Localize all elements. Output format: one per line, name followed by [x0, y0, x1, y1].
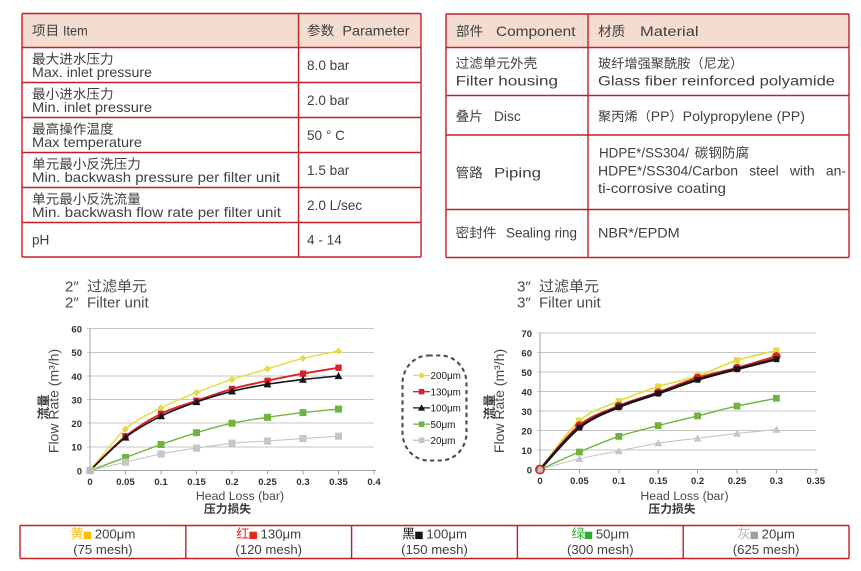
svg-text:pH: pH	[32, 233, 49, 248]
svg-text:0: 0	[77, 466, 82, 477]
svg-text:40: 40	[521, 387, 532, 398]
svg-text:10: 10	[521, 446, 532, 457]
svg-text:200μm: 200μm	[91, 526, 135, 541]
svg-text:200μm: 200μm	[431, 371, 461, 382]
svg-text:50μm: 50μm	[592, 526, 629, 541]
svg-text:50: 50	[521, 368, 532, 379]
svg-text:60: 60	[521, 348, 532, 359]
svg-text:Flow Rate (m³/h): Flow Rate (m³/h)	[46, 349, 62, 453]
svg-text:0.05: 0.05	[116, 477, 135, 488]
svg-text:0.25: 0.25	[728, 476, 747, 487]
svg-text:Item: Item	[63, 23, 88, 38]
svg-text:Piping: Piping	[494, 165, 541, 181]
svg-text:ti-corrosive coating: ti-corrosive coating	[598, 180, 726, 196]
svg-text:2.0 L/sec: 2.0 L/sec	[307, 198, 362, 213]
svg-text:0: 0	[537, 476, 542, 487]
svg-text:(150 mesh): (150 mesh)	[401, 542, 468, 557]
svg-text:0.25: 0.25	[258, 477, 277, 488]
svg-text:20μm: 20μm	[758, 526, 795, 541]
svg-text:0.05: 0.05	[570, 476, 589, 487]
svg-text:0.1: 0.1	[612, 476, 626, 487]
svg-text:0.4: 0.4	[367, 477, 381, 488]
svg-text:PP: PP	[651, 108, 670, 124]
svg-text:0.3: 0.3	[296, 477, 309, 488]
svg-text:Max. inlet pressure: Max. inlet pressure	[32, 65, 152, 80]
svg-text:10: 10	[71, 443, 82, 454]
svg-text:Filter housing: Filter housing	[456, 73, 558, 89]
svg-text:(75 mesh): (75 mesh)	[73, 542, 132, 557]
svg-text:Material: Material	[640, 23, 699, 39]
svg-text:130μm: 130μm	[431, 387, 461, 398]
svg-text:2.0 bar: 2.0 bar	[307, 93, 350, 108]
svg-text:Parameter: Parameter	[342, 23, 410, 38]
svg-text:(300 mesh): (300 mesh)	[567, 542, 634, 557]
svg-text:0: 0	[87, 477, 92, 488]
svg-text:Glass fiber reinforced polyami: Glass fiber reinforced polyamide	[598, 73, 835, 89]
svg-text:0.15: 0.15	[649, 476, 668, 487]
svg-text:4 - 14: 4 - 14	[307, 233, 342, 248]
svg-text:30: 30	[71, 395, 82, 406]
svg-text:20μm: 20μm	[431, 436, 456, 447]
svg-text:Sealing ring: Sealing ring	[506, 225, 577, 241]
svg-text:70: 70	[521, 329, 532, 340]
svg-text:Component: Component	[496, 23, 576, 39]
svg-text:3″: 3″	[517, 279, 539, 296]
svg-text:0.35: 0.35	[807, 476, 826, 487]
svg-text:3″ Filter unit: 3″ Filter unit	[517, 295, 602, 312]
svg-text:100μm: 100μm	[423, 526, 467, 541]
svg-text:50μm: 50μm	[431, 420, 456, 431]
svg-text:50 ° C: 50 ° C	[307, 128, 345, 143]
svg-text:20: 20	[71, 419, 82, 430]
svg-text:0.2: 0.2	[225, 477, 238, 488]
svg-text:60: 60	[71, 325, 82, 336]
svg-text:0.3: 0.3	[770, 476, 783, 487]
svg-text:0.35: 0.35	[329, 477, 348, 488]
svg-text:30: 30	[521, 407, 532, 418]
svg-text:Max temperature: Max temperature	[32, 135, 142, 150]
svg-text:1.5 bar: 1.5 bar	[307, 163, 350, 178]
svg-text:Polypropylene (PP): Polypropylene (PP)	[683, 108, 805, 124]
svg-text:(120 mesh): (120 mesh)	[235, 542, 302, 557]
svg-text:HDPE*/SS304/Carbon steel with: HDPE*/SS304/Carbon steel with an-	[598, 163, 846, 179]
svg-text:Head Loss (bar): Head Loss (bar)	[196, 489, 284, 503]
svg-text:130μm: 130μm	[257, 526, 301, 541]
svg-text:2″: 2″	[65, 279, 87, 296]
svg-text:HDPE*/SS304/: HDPE*/SS304/	[599, 145, 689, 161]
svg-text:(625 mesh): (625 mesh)	[733, 542, 800, 557]
svg-text:0: 0	[527, 465, 532, 476]
svg-text:40: 40	[71, 372, 82, 383]
svg-text:Head Loss (bar): Head Loss (bar)	[640, 489, 728, 503]
svg-text:50: 50	[71, 348, 82, 359]
svg-text:8.0 bar: 8.0 bar	[307, 58, 350, 73]
svg-text:0.1: 0.1	[154, 477, 168, 488]
svg-text:2″ Filter unit: 2″ Filter unit	[65, 295, 150, 312]
svg-text:NBR*/EPDM: NBR*/EPDM	[598, 225, 680, 241]
svg-text:100μm: 100μm	[431, 404, 461, 415]
svg-text:Min. inlet pressure: Min. inlet pressure	[32, 100, 152, 115]
svg-text:0.15: 0.15	[187, 477, 206, 488]
svg-text:Disc: Disc	[494, 108, 521, 124]
svg-text:20: 20	[521, 426, 532, 437]
svg-text:0.2: 0.2	[691, 476, 704, 487]
svg-text:Min. backwash pressure per fil: Min. backwash pressure per filter unit	[32, 170, 280, 185]
svg-text:Min. backwash flow rate per fi: Min. backwash flow rate per filter unit	[32, 205, 281, 220]
svg-text:Flow Rate (m³/h): Flow Rate (m³/h)	[491, 349, 507, 453]
